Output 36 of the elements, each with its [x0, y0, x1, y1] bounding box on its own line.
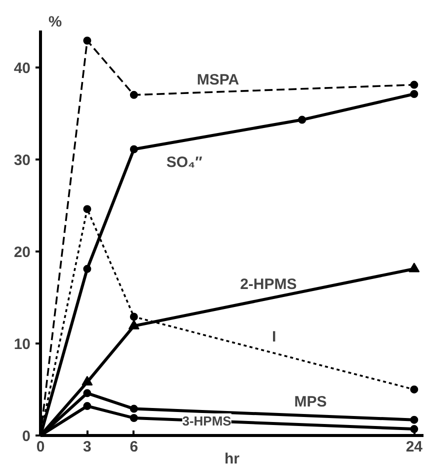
x-tick-label: 3: [83, 438, 92, 456]
point: [410, 80, 418, 89]
point: [298, 116, 306, 124]
x-tick-label: 0: [36, 438, 45, 456]
point: [130, 404, 138, 413]
point: [130, 414, 138, 422]
point: [130, 90, 138, 99]
point: [83, 264, 92, 273]
point: [410, 90, 418, 98]
point: [82, 376, 93, 386]
series-label: MSPA: [196, 71, 240, 88]
y-tick-label: 0: [22, 428, 30, 445]
x-tick-label: 6: [130, 438, 138, 456]
series-label: SO₄″: [166, 154, 202, 171]
point: [83, 36, 92, 45]
y-tick-label: 10: [14, 336, 31, 353]
point: [83, 205, 92, 214]
y-tick-label: 40: [14, 60, 31, 77]
series-label: 3-HPMS: [182, 413, 232, 428]
x-tick-label: 24: [406, 438, 424, 456]
point: [130, 145, 138, 154]
point: [130, 312, 138, 321]
point: [128, 320, 140, 330]
point: [410, 425, 418, 434]
point: [83, 402, 92, 410]
series-label: MPS: [294, 393, 327, 410]
point: [410, 385, 418, 394]
y-tick-label: 30: [14, 152, 31, 169]
point: [408, 262, 420, 272]
point: [410, 416, 418, 424]
point: [83, 389, 92, 398]
series-label: 2-HPMS: [240, 276, 297, 294]
y-axis-title: %: [48, 14, 62, 30]
x-axis-title: hr: [224, 450, 240, 468]
y-tick-label: 20: [14, 244, 31, 261]
series-label: I: [272, 328, 276, 346]
